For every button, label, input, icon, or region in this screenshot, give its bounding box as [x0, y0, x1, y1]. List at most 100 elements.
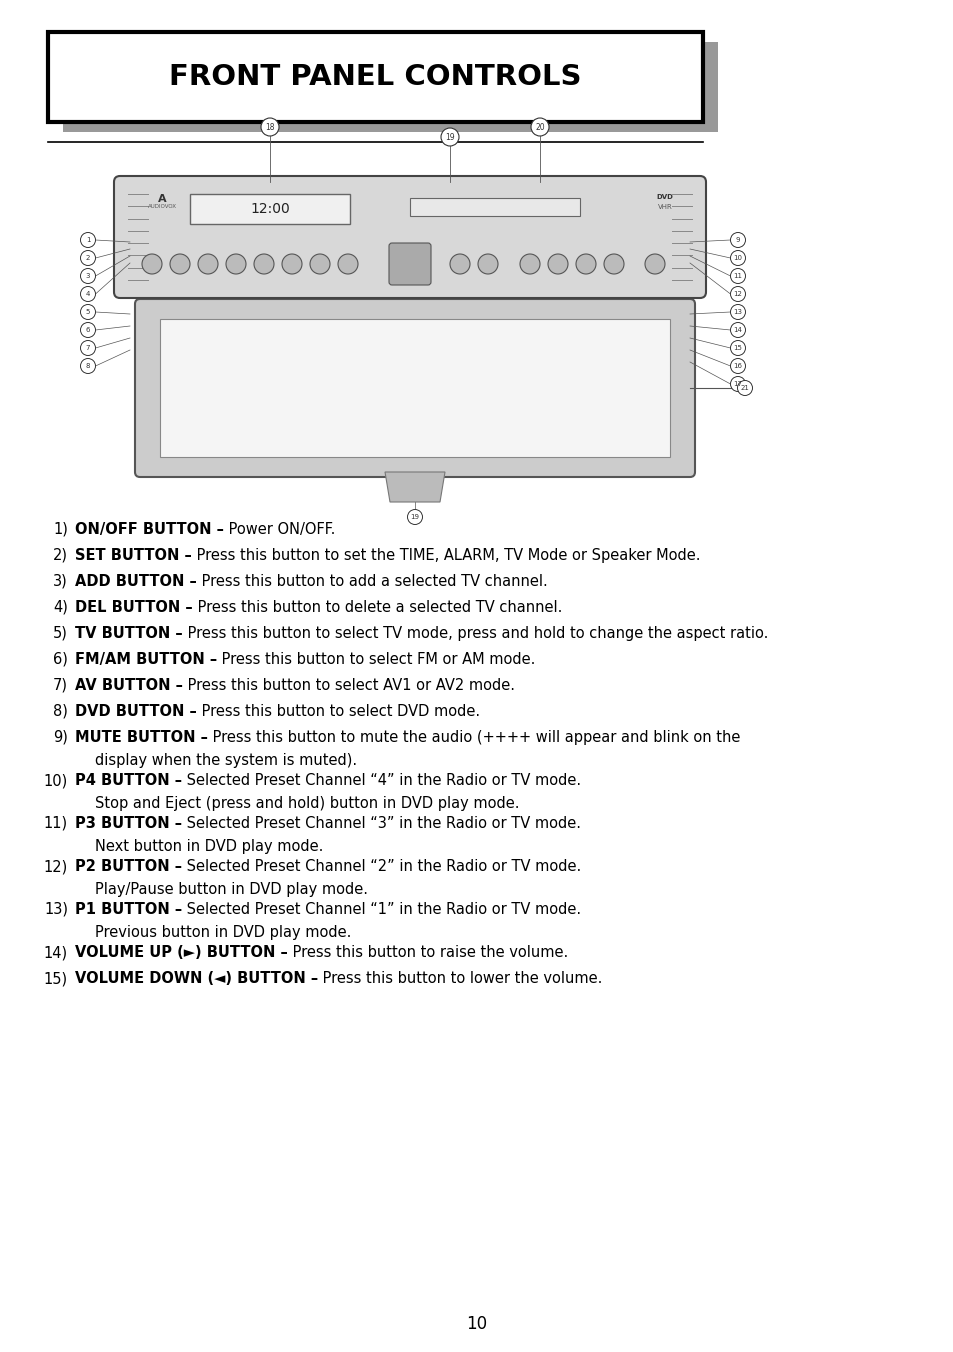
Text: 12: 12	[733, 291, 741, 297]
Text: 2): 2)	[53, 548, 68, 562]
Text: 17: 17	[733, 381, 741, 387]
Text: 12:00: 12:00	[250, 201, 290, 216]
Circle shape	[226, 254, 246, 274]
Text: Power ON/OFF.: Power ON/OFF.	[224, 522, 335, 537]
Text: 1): 1)	[53, 522, 68, 537]
Text: 3): 3)	[53, 575, 68, 589]
Text: 14): 14)	[44, 945, 68, 960]
Text: Press this button to select AV1 or AV2 mode.: Press this button to select AV1 or AV2 m…	[183, 677, 515, 694]
Text: 3: 3	[86, 273, 91, 279]
Text: 4: 4	[86, 291, 91, 297]
Circle shape	[730, 376, 744, 392]
Text: 11): 11)	[44, 817, 68, 831]
Circle shape	[730, 304, 744, 319]
Text: 15: 15	[733, 345, 741, 352]
Text: Play/Pause button in DVD play mode.: Play/Pause button in DVD play mode.	[95, 882, 368, 896]
Text: P1 BUTTON –: P1 BUTTON –	[75, 902, 182, 917]
Circle shape	[576, 254, 596, 274]
Circle shape	[80, 358, 95, 373]
Text: DVD BUTTON –: DVD BUTTON –	[75, 704, 196, 719]
Bar	[63, 42, 718, 132]
Text: Press this button to set the TIME, ALARM, TV Mode or Speaker Mode.: Press this button to set the TIME, ALARM…	[192, 548, 700, 562]
Text: 13): 13)	[44, 902, 68, 917]
Circle shape	[519, 254, 539, 274]
Text: display when the system is muted).: display when the system is muted).	[95, 753, 356, 768]
Text: Selected Preset Channel “1” in the Radio or TV mode.: Selected Preset Channel “1” in the Radio…	[182, 902, 580, 917]
Text: 13: 13	[733, 310, 741, 315]
Circle shape	[310, 254, 330, 274]
Text: FRONT PANEL CONTROLS: FRONT PANEL CONTROLS	[169, 64, 580, 91]
Circle shape	[440, 128, 458, 146]
Text: VHR: VHR	[657, 204, 672, 210]
Text: 20: 20	[535, 123, 544, 131]
Text: P2 BUTTON –: P2 BUTTON –	[75, 859, 182, 873]
Text: Press this button to delete a selected TV channel.: Press this button to delete a selected T…	[193, 600, 561, 615]
Text: DEL BUTTON –: DEL BUTTON –	[75, 600, 193, 615]
Text: Selected Preset Channel “3” in the Radio or TV mode.: Selected Preset Channel “3” in the Radio…	[182, 817, 580, 831]
FancyBboxPatch shape	[113, 176, 705, 297]
Text: 7): 7)	[53, 677, 68, 694]
Text: Press this button to select FM or AM mode.: Press this button to select FM or AM mod…	[217, 652, 535, 667]
Text: 7: 7	[86, 345, 91, 352]
Circle shape	[730, 341, 744, 356]
Circle shape	[730, 358, 744, 373]
Text: 16: 16	[733, 362, 741, 369]
Text: ADD BUTTON –: ADD BUTTON –	[75, 575, 196, 589]
Text: 19: 19	[445, 132, 455, 142]
Text: Next button in DVD play mode.: Next button in DVD play mode.	[95, 840, 323, 854]
Text: 18: 18	[265, 123, 274, 131]
Circle shape	[644, 254, 664, 274]
Text: 8): 8)	[53, 704, 68, 719]
Text: VOLUME DOWN (◄) BUTTON –: VOLUME DOWN (◄) BUTTON –	[75, 971, 317, 986]
Circle shape	[80, 287, 95, 301]
Text: AV BUTTON –: AV BUTTON –	[75, 677, 183, 694]
Text: Press this button to lower the volume.: Press this button to lower the volume.	[317, 971, 602, 986]
Bar	[160, 319, 669, 457]
Text: 14: 14	[733, 327, 741, 333]
Text: 12): 12)	[44, 859, 68, 873]
Circle shape	[531, 118, 548, 137]
Text: 21: 21	[740, 385, 749, 391]
Circle shape	[730, 250, 744, 265]
Circle shape	[477, 254, 497, 274]
Circle shape	[253, 254, 274, 274]
Bar	[48, 32, 702, 122]
Text: 10: 10	[733, 256, 741, 261]
Text: ON/OFF BUTTON –: ON/OFF BUTTON –	[75, 522, 224, 537]
Circle shape	[730, 323, 744, 338]
Circle shape	[80, 304, 95, 319]
Circle shape	[450, 254, 470, 274]
Text: Press this button to select DVD mode.: Press this button to select DVD mode.	[196, 704, 479, 719]
Circle shape	[80, 323, 95, 338]
Circle shape	[737, 380, 752, 396]
Text: 11: 11	[733, 273, 741, 279]
Text: Stop and Eject (press and hold) button in DVD play mode.: Stop and Eject (press and hold) button i…	[95, 796, 519, 811]
Text: P3 BUTTON –: P3 BUTTON –	[75, 817, 182, 831]
Polygon shape	[385, 472, 444, 502]
Text: Press this button to add a selected TV channel.: Press this button to add a selected TV c…	[196, 575, 547, 589]
Text: 19: 19	[410, 514, 419, 521]
Text: 6: 6	[86, 327, 91, 333]
Text: 2: 2	[86, 256, 91, 261]
Bar	[190, 193, 350, 224]
Text: A: A	[157, 193, 166, 204]
Text: 6): 6)	[53, 652, 68, 667]
Text: Selected Preset Channel “2” in the Radio or TV mode.: Selected Preset Channel “2” in the Radio…	[182, 859, 580, 873]
Circle shape	[282, 254, 302, 274]
Text: FM/AM BUTTON –: FM/AM BUTTON –	[75, 652, 217, 667]
Circle shape	[337, 254, 357, 274]
Circle shape	[547, 254, 567, 274]
Circle shape	[80, 269, 95, 284]
Text: 9): 9)	[53, 730, 68, 745]
Circle shape	[730, 269, 744, 284]
Text: DVD: DVD	[656, 193, 673, 200]
Text: Previous button in DVD play mode.: Previous button in DVD play mode.	[95, 925, 351, 940]
Text: AUDIOVOX: AUDIOVOX	[148, 204, 176, 210]
Text: 4): 4)	[53, 600, 68, 615]
Text: 1: 1	[86, 237, 91, 243]
Text: 15): 15)	[44, 971, 68, 986]
Text: TV BUTTON –: TV BUTTON –	[75, 626, 182, 641]
FancyBboxPatch shape	[389, 243, 431, 285]
Text: Press this button to mute the audio (++++ will appear and blink on the: Press this button to mute the audio (+++…	[208, 730, 740, 745]
Circle shape	[261, 118, 278, 137]
